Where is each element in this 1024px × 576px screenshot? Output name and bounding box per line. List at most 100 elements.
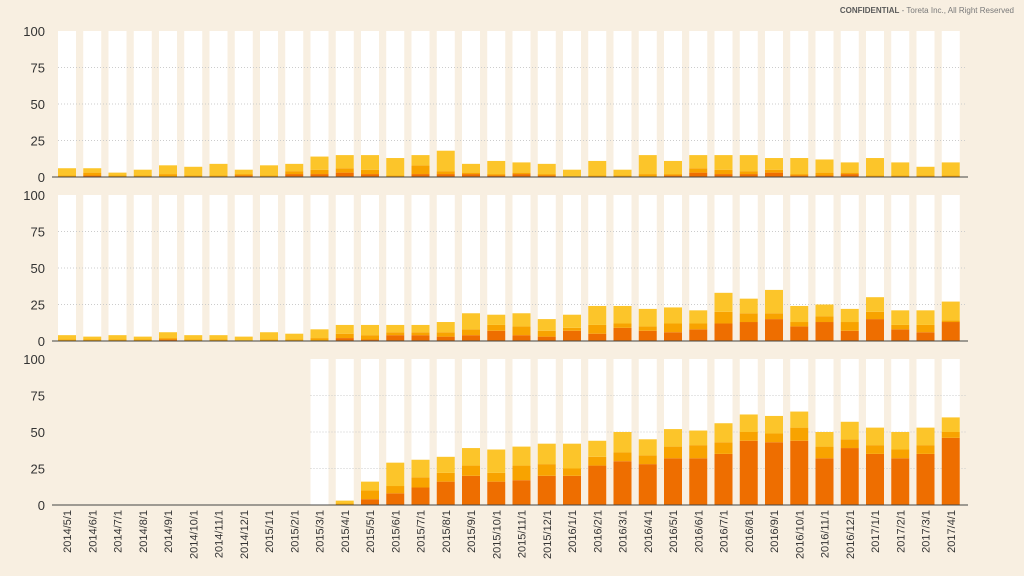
bar-segment-mid-p1-2017/4/1 (941, 175, 960, 177)
bar-segment-dark-p3-2016/9/1 (765, 442, 783, 505)
bar-segment-dark-p3-2015/7/1 (411, 487, 430, 505)
bar-segment-light-p1-2014/10/1 (184, 166, 203, 176)
bar-background-p2-2015/12/1 (537, 195, 556, 341)
bar-segment-dark-p2-2015/6/1 (386, 335, 405, 341)
bar-segment-mid-p3-2015/4/1 (335, 503, 354, 505)
bar-segment-mid-p3-2015/6/1 (386, 486, 405, 494)
bar-segment-light-p1-2015/12/1 (537, 163, 556, 175)
bar-segment-light-p1-2015/7/1 (411, 155, 430, 166)
bar-segment-dark-p2-2016/2/1 (588, 333, 607, 341)
bar-segment-dark-p1-2015/5/1 (361, 174, 379, 177)
bar-segment-mid-p1-2015/8/1 (436, 171, 455, 175)
bar-segment-light-p3-2016/11/1 (815, 432, 834, 447)
x-tick-label-2016/6/1: 2016/6/1 (693, 510, 705, 553)
bar-segment-mid-p2-2016/12/1 (840, 322, 859, 331)
x-tick-label-2016/10/1: 2016/10/1 (794, 510, 806, 559)
bar-segment-mid-p3-2016/4/1 (638, 455, 657, 465)
bar-segment-light-p2-2014/7/1 (108, 335, 127, 340)
bar-segment-mid-p1-2015/1/1 (260, 175, 278, 177)
bar-segment-mid-p2-2016/6/1 (689, 323, 708, 330)
bar-background-p1-2017/2/1 (891, 31, 910, 177)
bar-segment-mid-p1-2015/10/1 (487, 174, 506, 176)
bar-segment-mid-p3-2017/1/1 (866, 445, 884, 454)
bar-segment-light-p3-2017/3/1 (916, 427, 935, 446)
x-tick-label-2014/9/1: 2014/9/1 (163, 510, 175, 553)
bar-segment-mid-p3-2016/9/1 (765, 433, 783, 443)
bar-segment-light-p2-2015/2/1 (285, 333, 304, 340)
bar-segment-mid-p1-2015/3/1 (310, 169, 329, 175)
bar-segment-dark-p1-2015/12/1 (537, 175, 556, 177)
bar-segment-light-p1-2017/2/1 (891, 162, 910, 176)
bar-segment-dark-p1-2014/6/1 (83, 175, 102, 177)
bar-segment-light-p3-2016/12/1 (840, 421, 859, 440)
bar-segment-mid-p1-2014/11/1 (209, 175, 228, 177)
bar-segment-light-p1-2015/2/1 (285, 163, 304, 172)
bar-segment-mid-p2-2015/11/1 (512, 326, 531, 336)
bar-segment-dark-p2-2015/11/1 (512, 335, 531, 341)
bar-segment-mid-p1-2015/11/1 (512, 172, 531, 175)
bar-segment-light-p2-2014/10/1 (184, 335, 203, 340)
bar-background-p2-2014/12/1 (234, 195, 253, 341)
bar-segment-mid-p1-2015/2/1 (285, 171, 304, 175)
bar-segment-light-p1-2016/2/1 (588, 160, 607, 176)
bar-segment-dark-p3-2016/11/1 (815, 458, 834, 505)
y-tick-label-p1-25: 25 (31, 134, 45, 149)
x-tick-label-2017/3/1: 2017/3/1 (921, 510, 933, 553)
bar-segment-dark-p2-2015/7/1 (411, 335, 430, 341)
bar-segment-mid-p3-2015/5/1 (361, 490, 379, 500)
y-tick-label-p2-0: 0 (38, 334, 45, 349)
bar-segment-light-p2-2016/7/1 (714, 292, 733, 312)
bar-segment-mid-p2-2016/5/1 (664, 323, 682, 333)
bar-segment-mid-p1-2016/2/1 (588, 175, 607, 177)
bar-segment-dark-p3-2015/11/1 (512, 480, 531, 505)
bar-segment-light-p1-2016/3/1 (613, 169, 632, 176)
x-tick-label-2016/12/1: 2016/12/1 (845, 510, 857, 559)
bar-segment-light-p1-2016/6/1 (689, 155, 708, 169)
bar-segment-dark-p1-2016/5/1 (664, 175, 682, 177)
bar-segment-light-p3-2015/4/1 (335, 500, 354, 504)
bar-segment-dark-p3-2015/8/1 (436, 481, 455, 505)
y-tick-label-p3-75: 75 (31, 389, 45, 404)
bar-segment-light-p2-2015/8/1 (436, 322, 455, 333)
bar-segment-mid-p3-2015/8/1 (436, 472, 455, 482)
bar-background-p1-2017/4/1 (941, 31, 960, 177)
bar-segment-dark-p3-2017/2/1 (891, 458, 910, 505)
bar-background-p2-2015/2/1 (285, 195, 304, 341)
bar-segment-light-p2-2015/7/1 (411, 324, 430, 333)
bar-segment-light-p2-2015/9/1 (462, 313, 480, 330)
bar-segment-dark-p1-2016/8/1 (739, 174, 758, 177)
bar-segment-dark-p2-2016/7/1 (714, 323, 733, 341)
bar-segment-mid-p2-2016/8/1 (739, 313, 758, 323)
bar-segment-light-p3-2016/6/1 (689, 430, 708, 446)
confidential-notice: CONFIDENTIAL - Toreta Inc., All Right Re… (840, 6, 1014, 15)
bar-background-p2-2014/6/1 (83, 195, 102, 341)
bar-segment-dark-p1-2014/12/1 (234, 175, 253, 177)
bar-segment-light-p2-2016/9/1 (765, 289, 783, 314)
bar-background-p1-2016/7/1 (714, 31, 733, 177)
bar-segment-mid-p2-2017/3/1 (916, 324, 935, 333)
bar-segment-mid-p2-2015/2/1 (285, 339, 304, 341)
bar-segment-mid-p2-2014/6/1 (83, 339, 102, 341)
bar-segment-light-p3-2016/8/1 (739, 414, 758, 432)
bar-segment-dark-p3-2017/4/1 (941, 437, 960, 505)
bar-segment-dark-p1-2015/8/1 (436, 174, 455, 177)
bar-segment-dark-p1-2015/2/1 (285, 174, 304, 177)
bar-segment-dark-p2-2017/3/1 (916, 332, 935, 341)
bar-segment-mid-p3-2016/1/1 (563, 468, 581, 476)
bar-segment-mid-p2-2014/10/1 (184, 339, 203, 341)
bar-segment-dark-p2-2016/4/1 (638, 330, 657, 341)
bar-background-p2-2016/6/1 (689, 195, 708, 341)
bar-segment-light-p1-2014/7/1 (108, 172, 127, 176)
y-tick-label-p2-25: 25 (31, 298, 45, 313)
bar-segment-light-p1-2016/9/1 (765, 158, 783, 170)
bar-segment-light-p3-2016/10/1 (790, 411, 809, 428)
bar-segment-mid-p3-2017/2/1 (891, 449, 910, 459)
bar-segment-light-p1-2016/8/1 (739, 155, 758, 172)
bar-segment-mid-p3-2016/12/1 (840, 439, 859, 449)
bar-segment-dark-p3-2016/5/1 (664, 458, 682, 505)
bar-segment-dark-p2-2016/3/1 (613, 327, 632, 341)
bar-segment-mid-p3-2016/3/1 (613, 452, 632, 462)
bar-segment-light-p2-2015/11/1 (512, 313, 531, 327)
bar-segment-mid-p1-2016/5/1 (664, 174, 682, 176)
